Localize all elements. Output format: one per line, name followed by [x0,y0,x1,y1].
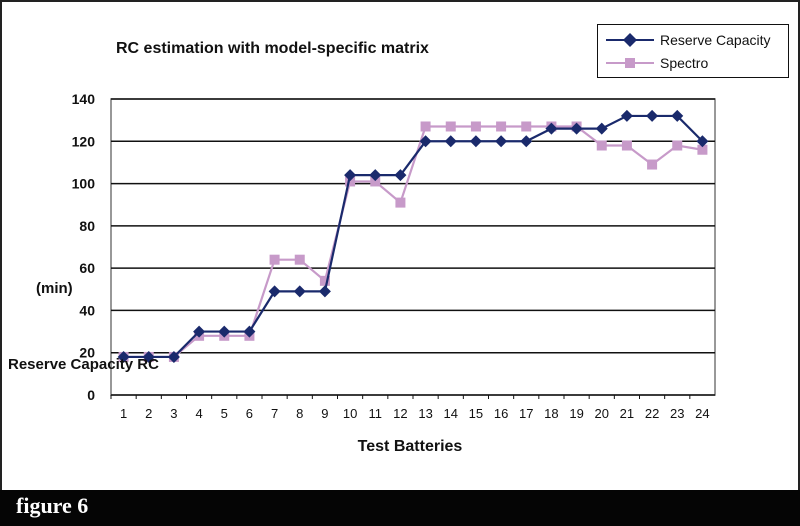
x-tick-label: 15 [469,406,483,421]
x-tick-label: 9 [321,406,328,421]
x-tick-label: 21 [620,406,634,421]
y-tick-label: 20 [79,345,95,361]
point-spectro [420,121,431,132]
legend: Reserve Capacity Spectro [597,24,789,78]
x-tick-label: 23 [670,406,684,421]
point-reserve-capacity [620,109,633,122]
y-axis-unit-label: (min) [36,280,73,297]
point-reserve-capacity [419,135,432,148]
point-spectro [269,254,280,265]
chart-title: RC estimation with model-specific matrix [116,40,429,57]
x-tick-label: 8 [296,406,303,421]
point-reserve-capacity [142,350,155,363]
x-tick-label: 6 [246,406,253,421]
point-spectro [395,197,406,208]
x-tick-label: 2 [145,406,152,421]
point-reserve-capacity [117,350,130,363]
x-tick-label: 18 [544,406,558,421]
figure-label: figure 6 [16,493,89,518]
x-tick-label: 17 [519,406,533,421]
y-tick-label: 120 [72,133,96,149]
point-spectro [370,176,381,187]
point-spectro [521,121,532,132]
point-reserve-capacity [520,135,533,148]
legend-swatch-reserve-capacity [604,30,656,50]
y-tick-label: 80 [79,218,95,234]
x-tick-label: 3 [170,406,177,421]
point-spectro [470,121,481,132]
point-reserve-capacity [193,325,206,338]
x-tick-label: 11 [369,406,383,421]
point-reserve-capacity [595,122,608,135]
point-reserve-capacity [218,325,231,338]
x-tick-label: 1 [120,406,127,421]
x-tick-label: 16 [494,406,508,421]
x-tick-label: 19 [569,406,583,421]
x-tick-label: 24 [695,406,709,421]
x-tick-label: 13 [418,406,432,421]
point-spectro [647,159,658,170]
point-reserve-capacity [318,285,331,298]
x-tick-label: 5 [221,406,228,421]
y-tick-label: 140 [72,91,96,107]
point-reserve-capacity [268,285,281,298]
point-reserve-capacity [646,109,659,122]
point-spectro [294,254,305,265]
point-spectro [621,140,632,151]
x-tick-label: 20 [595,406,609,421]
legend-item-reserve-capacity: Reserve Capacity [604,30,788,50]
point-reserve-capacity [570,122,583,135]
legend-label-reserve-capacity: Reserve Capacity [660,32,771,48]
figure-caption-bar [0,490,800,526]
point-reserve-capacity [344,169,357,182]
point-spectro [319,275,330,286]
y-axis-label: Reserve Capacity RC [8,356,159,373]
point-reserve-capacity [369,169,382,182]
point-reserve-capacity [243,325,256,338]
point-reserve-capacity [545,122,558,135]
point-reserve-capacity [696,135,709,148]
point-spectro [496,121,507,132]
point-spectro [672,140,683,151]
x-tick-label: 22 [645,406,659,421]
legend-label-spectro: Spectro [660,55,709,71]
y-tick-label: 40 [79,302,95,318]
point-spectro [697,144,708,155]
legend-swatch-spectro [604,53,656,73]
point-reserve-capacity [394,169,407,182]
point-spectro [345,176,356,187]
point-spectro [596,140,607,151]
point-reserve-capacity [671,109,684,122]
point-reserve-capacity [293,285,306,298]
y-tick-label: 60 [79,260,95,276]
x-tick-label: 7 [271,406,278,421]
point-spectro [445,121,456,132]
point-reserve-capacity [469,135,482,148]
x-axis-label: Test Batteries [357,438,463,455]
x-tick-label: 12 [393,406,407,421]
point-reserve-capacity [495,135,508,148]
y-tick-label: 100 [72,176,96,192]
plot-area [110,98,716,396]
point-reserve-capacity [444,135,457,148]
x-tick-label: 10 [343,406,357,421]
y-tick-label: 0 [87,387,95,403]
x-tick-label: 14 [444,406,458,421]
point-reserve-capacity [167,350,180,363]
legend-item-spectro: Spectro [604,53,788,73]
x-tick-label: 4 [195,406,202,421]
